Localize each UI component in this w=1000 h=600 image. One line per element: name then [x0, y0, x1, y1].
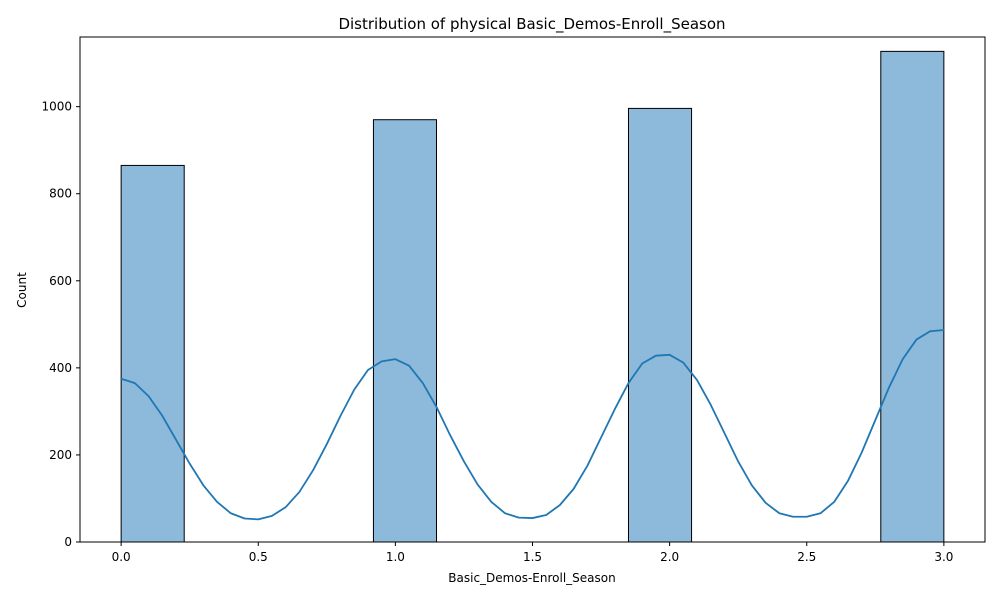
y-tick-label: 400	[49, 361, 72, 375]
y-tick-label: 0	[64, 535, 72, 549]
histogram-bar-1	[372, 119, 438, 543]
histogram-bar-3	[880, 50, 945, 543]
histogram-bar-0	[120, 164, 185, 543]
plot-frame	[79, 36, 986, 543]
chart-title: Distribution of physical Basic_Demos-Enr…	[338, 15, 725, 34]
x-tick-label: 1.0	[386, 550, 405, 564]
y-tick-label: 1000	[41, 100, 72, 114]
x-tick-label: 0.5	[249, 550, 268, 564]
histogram-bar-2	[627, 107, 693, 543]
x-tick-label: 3.0	[934, 550, 953, 564]
bars-layer	[120, 50, 945, 543]
x-tick-label: 2.0	[660, 550, 679, 564]
kde-layer	[120, 329, 945, 521]
x-tick-label: 2.5	[797, 550, 816, 564]
kde-line	[120, 329, 945, 521]
axes-layer: 0.0 0.5 1.0 1.5 2.0 2.5 3.0 0 200 400 600 800 1000	[41, 36, 986, 564]
x-tick-label: 0.0	[112, 550, 131, 564]
x-axis-label: Basic_Demos-Enroll_Season	[448, 571, 615, 585]
y-axis-label: Count	[15, 272, 29, 308]
y-tick-label: 800	[49, 187, 72, 201]
x-tick-label: 1.5	[523, 550, 542, 564]
y-tick-label: 200	[49, 448, 72, 462]
y-tick-label: 600	[49, 274, 72, 288]
